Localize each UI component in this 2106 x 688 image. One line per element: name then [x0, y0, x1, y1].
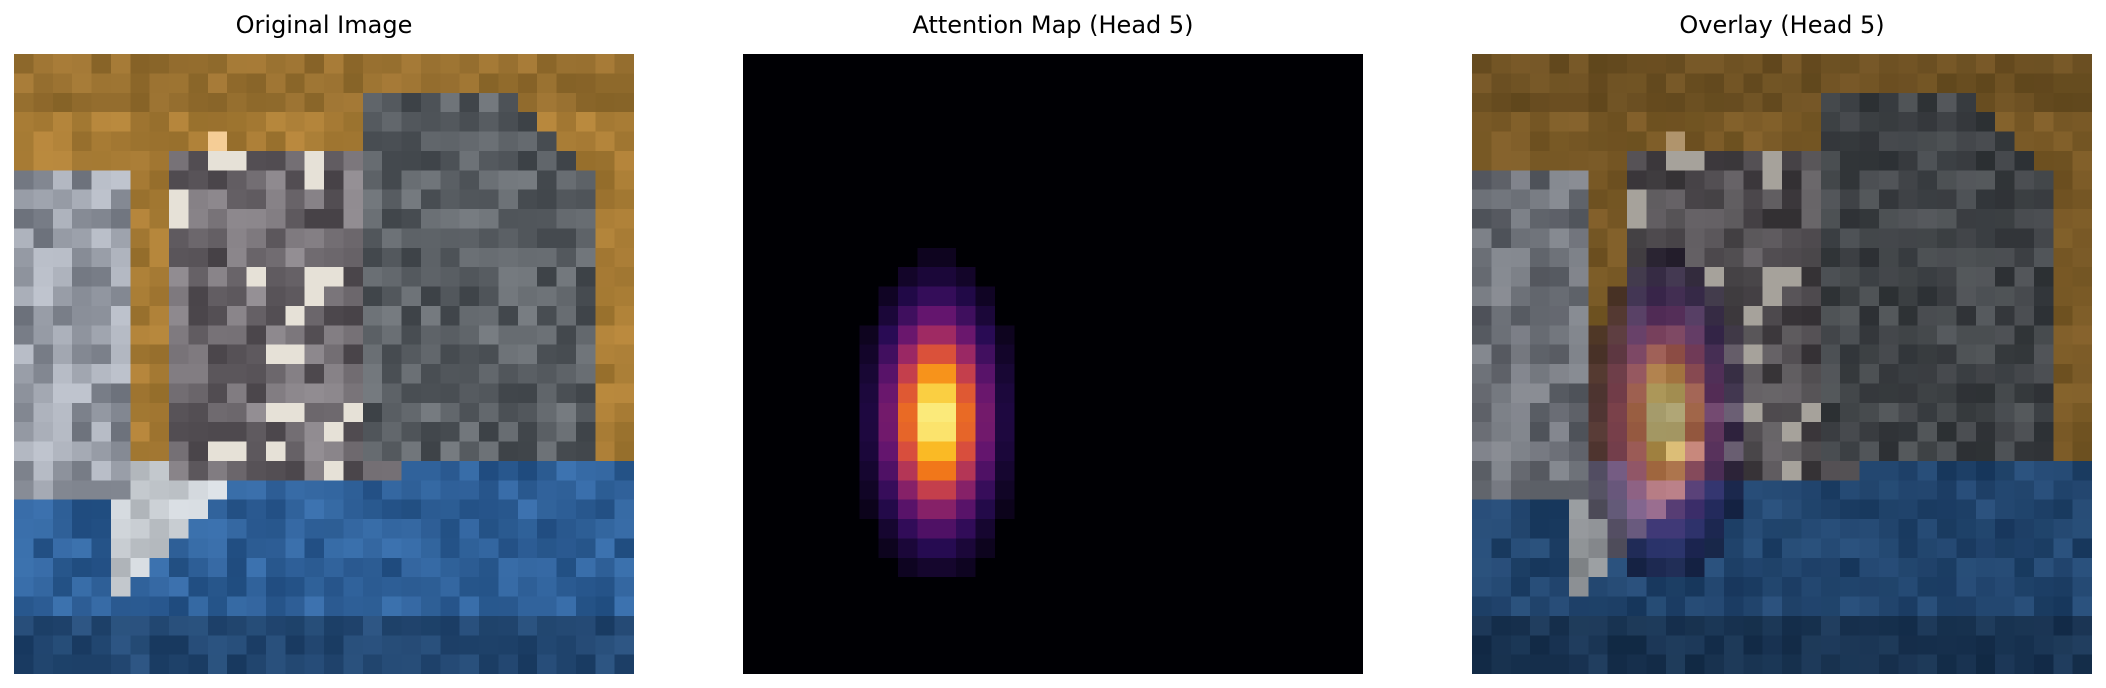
- overlay-canvas: [1472, 54, 2092, 674]
- attention-map-panel: Attention Map (Head 5): [743, 0, 1363, 688]
- attention-map-canvas: [743, 54, 1363, 674]
- attention-map-title: Attention Map (Head 5): [912, 11, 1194, 39]
- overlay-title: Overlay (Head 5): [1679, 11, 1885, 39]
- overlay-image: [1472, 54, 2092, 674]
- original-image-canvas: [14, 54, 634, 674]
- original-image-panel: Original Image: [14, 0, 634, 688]
- original-image: [14, 54, 634, 674]
- attention-map: [743, 54, 1363, 674]
- overlay-panel: Overlay (Head 5): [1472, 0, 2092, 688]
- original-image-title: Original Image: [235, 11, 413, 39]
